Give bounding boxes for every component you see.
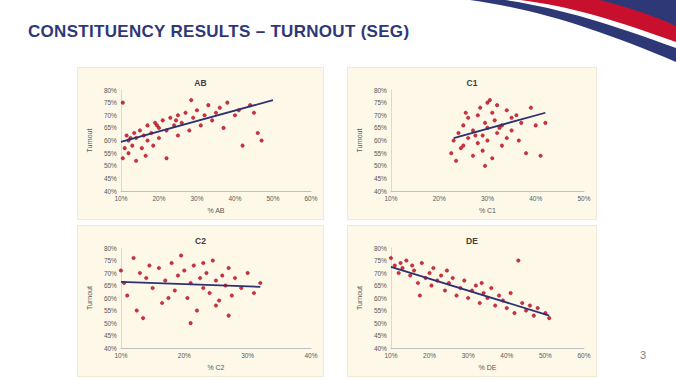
svg-text:65%: 65%: [104, 124, 117, 131]
svg-text:DE: DE: [466, 236, 478, 246]
svg-text:40%: 40%: [374, 188, 387, 195]
svg-text:20%: 20%: [178, 352, 191, 359]
svg-text:10%: 10%: [384, 195, 397, 202]
svg-text:40%: 40%: [374, 345, 387, 352]
svg-text:50%: 50%: [577, 195, 590, 202]
svg-text:70%: 70%: [374, 270, 387, 277]
svg-text:50%: 50%: [104, 320, 117, 327]
svg-text:65%: 65%: [374, 282, 387, 289]
svg-text:% AB: % AB: [207, 207, 224, 214]
svg-text:10%: 10%: [114, 195, 127, 202]
svg-text:30%: 30%: [190, 195, 203, 202]
svg-text:50%: 50%: [104, 162, 117, 169]
svg-text:% C1: % C1: [479, 207, 496, 214]
svg-text:60%: 60%: [104, 295, 117, 302]
svg-text:55%: 55%: [374, 150, 387, 157]
svg-text:50%: 50%: [374, 320, 387, 327]
svg-text:45%: 45%: [104, 332, 117, 339]
svg-text:30%: 30%: [241, 352, 254, 359]
svg-text:65%: 65%: [374, 124, 387, 131]
svg-text:80%: 80%: [104, 87, 117, 94]
svg-text:% C2: % C2: [207, 364, 224, 371]
svg-text:60%: 60%: [577, 352, 590, 359]
svg-text:45%: 45%: [104, 175, 117, 182]
svg-text:C2: C2: [195, 236, 206, 246]
svg-text:Turnout: Turnout: [86, 286, 93, 310]
svg-text:80%: 80%: [374, 245, 387, 252]
svg-text:20%: 20%: [152, 195, 165, 202]
svg-text:30%: 30%: [481, 195, 494, 202]
svg-text:20%: 20%: [433, 195, 446, 202]
svg-text:55%: 55%: [104, 307, 117, 314]
svg-text:10%: 10%: [114, 352, 127, 359]
svg-text:50%: 50%: [374, 162, 387, 169]
svg-text:10%: 10%: [384, 352, 397, 359]
svg-text:55%: 55%: [374, 307, 387, 314]
svg-text:40%: 40%: [500, 352, 513, 359]
svg-text:AB: AB: [194, 78, 206, 88]
svg-text:Turnout: Turnout: [356, 129, 363, 153]
svg-text:Turnout: Turnout: [86, 129, 93, 153]
svg-text:40%: 40%: [104, 345, 117, 352]
svg-text:75%: 75%: [104, 99, 117, 106]
svg-text:60%: 60%: [374, 295, 387, 302]
svg-text:70%: 70%: [104, 270, 117, 277]
html-text:3: 3: [640, 349, 647, 361]
svg-text:80%: 80%: [374, 87, 387, 94]
svg-text:50%: 50%: [266, 195, 279, 202]
svg-text:Turnout: Turnout: [356, 286, 363, 310]
svg-text:60%: 60%: [304, 195, 317, 202]
svg-text:65%: 65%: [104, 282, 117, 289]
svg-text:75%: 75%: [374, 99, 387, 106]
svg-text:60%: 60%: [374, 137, 387, 144]
html-text:CONSTITUENCY RESULTS – TURNOUT: CONSTITUENCY RESULTS – TURNOUT (SEG): [28, 22, 410, 41]
svg-text:C1: C1: [467, 78, 478, 88]
svg-text:60%: 60%: [104, 137, 117, 144]
svg-text:45%: 45%: [374, 332, 387, 339]
svg-text:70%: 70%: [374, 112, 387, 119]
svg-text:40%: 40%: [228, 195, 241, 202]
svg-text:70%: 70%: [104, 112, 117, 119]
svg-text:40%: 40%: [304, 352, 317, 359]
svg-text:% DE: % DE: [479, 364, 497, 371]
svg-text:75%: 75%: [104, 257, 117, 264]
svg-text:50%: 50%: [539, 352, 552, 359]
svg-text:80%: 80%: [104, 245, 117, 252]
svg-text:20%: 20%: [423, 352, 436, 359]
svg-text:45%: 45%: [374, 175, 387, 182]
svg-text:40%: 40%: [529, 195, 542, 202]
svg-text:55%: 55%: [104, 150, 117, 157]
svg-text:30%: 30%: [462, 352, 475, 359]
svg-text:40%: 40%: [104, 188, 117, 195]
svg-text:75%: 75%: [374, 257, 387, 264]
